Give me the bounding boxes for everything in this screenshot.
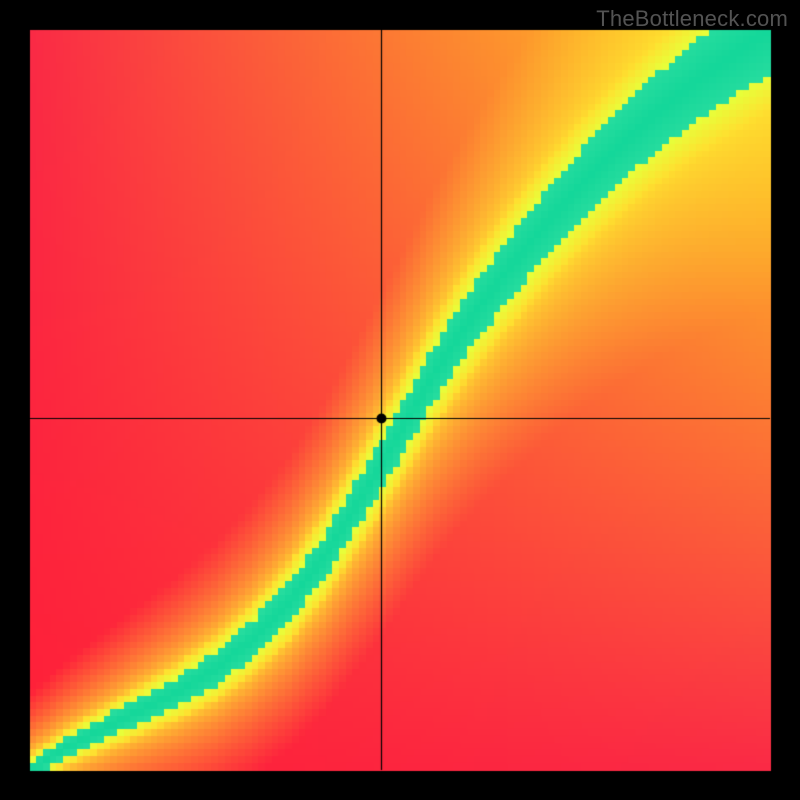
watermark-text: TheBottleneck.com bbox=[596, 6, 788, 32]
heatmap-canvas bbox=[0, 0, 800, 800]
chart-container: TheBottleneck.com bbox=[0, 0, 800, 800]
